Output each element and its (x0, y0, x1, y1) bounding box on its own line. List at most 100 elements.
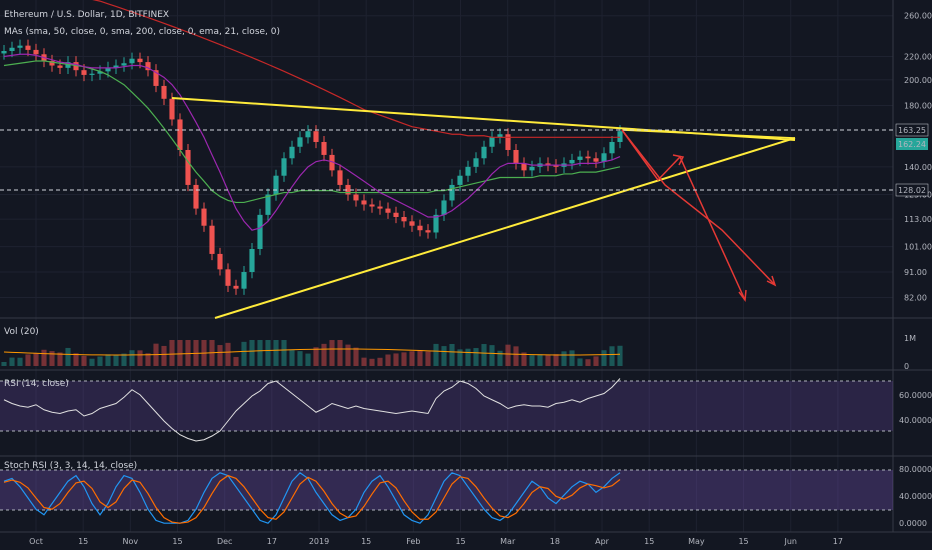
volume-bar (265, 340, 271, 366)
volume-legend[interactable]: Vol (20) (4, 327, 39, 337)
stoch-band (0, 470, 893, 510)
rsi-legend[interactable]: RSI (14, close) (4, 379, 69, 389)
candle-body (129, 58, 135, 64)
candle-body (121, 63, 127, 66)
price-tick-label: 220.00 (904, 52, 932, 61)
volume-bar (569, 350, 575, 366)
arrow-head (672, 154, 685, 166)
volume-bar (473, 348, 479, 366)
volume-bar (57, 352, 63, 366)
candle-body (513, 149, 519, 164)
candle-body (401, 217, 407, 222)
candlesticks (1, 39, 623, 295)
candle-body (449, 184, 455, 201)
candle-body (601, 153, 607, 162)
volume-bar (545, 355, 551, 366)
volume-bar (481, 344, 487, 366)
candle-body (25, 45, 31, 50)
volume-bar (345, 344, 351, 366)
volume-bar (9, 357, 15, 366)
candle-body (73, 62, 79, 71)
volume-bar (17, 357, 23, 366)
volume-bar (97, 356, 103, 366)
volume-bar (137, 350, 143, 366)
candle-body (241, 272, 247, 289)
volume-bar (129, 350, 135, 366)
time-tick-label: 15 (78, 537, 88, 546)
stoch-axis-80: 80.0000 (899, 465, 932, 474)
candle-body (617, 131, 623, 142)
projection-arrow-path-2 (621, 129, 776, 286)
stoch-d-line (3, 474, 621, 524)
ma-indicator-legend[interactable]: MAs (sma, 50, close, 0, sma, 200, close,… (4, 27, 280, 37)
candle-body (161, 85, 167, 99)
candle-body (17, 45, 23, 48)
stoch-axis-40: 40.0000 (899, 492, 932, 501)
time-tick-label: 15 (455, 537, 465, 546)
volume-bar (313, 347, 319, 366)
candle-body (201, 208, 207, 226)
volume-bar (537, 354, 543, 366)
price-tick-label: 140.00 (904, 163, 932, 172)
volume-bar (601, 350, 607, 366)
time-tick-label: 15 (644, 537, 654, 546)
candle-body (217, 253, 223, 270)
candle-body (329, 154, 335, 171)
volume-bar (185, 340, 191, 366)
time-tick-label: 2019 (309, 537, 329, 546)
volume-bar (289, 350, 295, 366)
volume-bar (65, 347, 71, 366)
volume-bar (385, 354, 391, 366)
volume-bar (457, 349, 463, 366)
volume-bar (465, 348, 471, 366)
volume-bar (425, 351, 431, 366)
candle-body (481, 146, 487, 159)
time-tick-label: Dec (217, 537, 232, 546)
candle-body (465, 166, 471, 176)
candle-body (409, 221, 415, 226)
volume-bar (113, 354, 119, 366)
candle-body (297, 137, 303, 147)
time-axis[interactable]: Oct 15 Nov 15 Dec 17 2019 15 Feb 15 Mar 18 Apr 15 May 1… (29, 537, 843, 546)
stoch-rsi-legend[interactable]: Stoch RSI (3, 3, 14, 14, close) (4, 461, 137, 471)
volume-bar (609, 346, 615, 366)
price-tick-label: 82.00 (904, 293, 927, 302)
symbol-title[interactable]: Ethereum / U.S. Dollar, 1D, BITFINEX (4, 10, 169, 20)
ma-line (92, 0, 620, 138)
time-tick-label: Jun (783, 537, 797, 546)
time-tick-label: Feb (406, 537, 420, 546)
volume-bar (433, 343, 439, 366)
marker-128: 128.02 (895, 183, 929, 197)
volume-bar (1, 362, 7, 366)
candle-body (569, 159, 575, 164)
candle-body (137, 58, 143, 63)
volume-bar (585, 359, 591, 366)
candle-body (385, 208, 391, 213)
candle-body (257, 214, 263, 249)
marker-128-label: 128.02 (898, 186, 926, 195)
volume-bar (145, 353, 151, 366)
candle-body (361, 200, 367, 205)
candle-body (521, 163, 527, 171)
volume-bar (297, 351, 303, 366)
candle-body (425, 230, 431, 233)
candle-body (33, 49, 39, 55)
stoch-axis-0: 0.0000 (899, 519, 927, 528)
candle-body (585, 156, 591, 159)
candle-body (305, 131, 311, 138)
rsi-line (3, 378, 621, 442)
volume-bar (73, 353, 79, 366)
volume-bar (249, 340, 255, 366)
rsi-axis-60: 60.0000 (899, 391, 932, 400)
candle-body (473, 158, 479, 167)
time-tick-label: Nov (123, 537, 139, 546)
moving-averages (3, 0, 621, 231)
candle-body (81, 70, 87, 75)
candle-body (9, 47, 15, 51)
volume-bar (105, 354, 111, 366)
arrow-head (766, 275, 777, 287)
volume-bar (593, 356, 599, 366)
time-tick-label: 17 (267, 537, 277, 546)
candle-body (249, 248, 255, 273)
